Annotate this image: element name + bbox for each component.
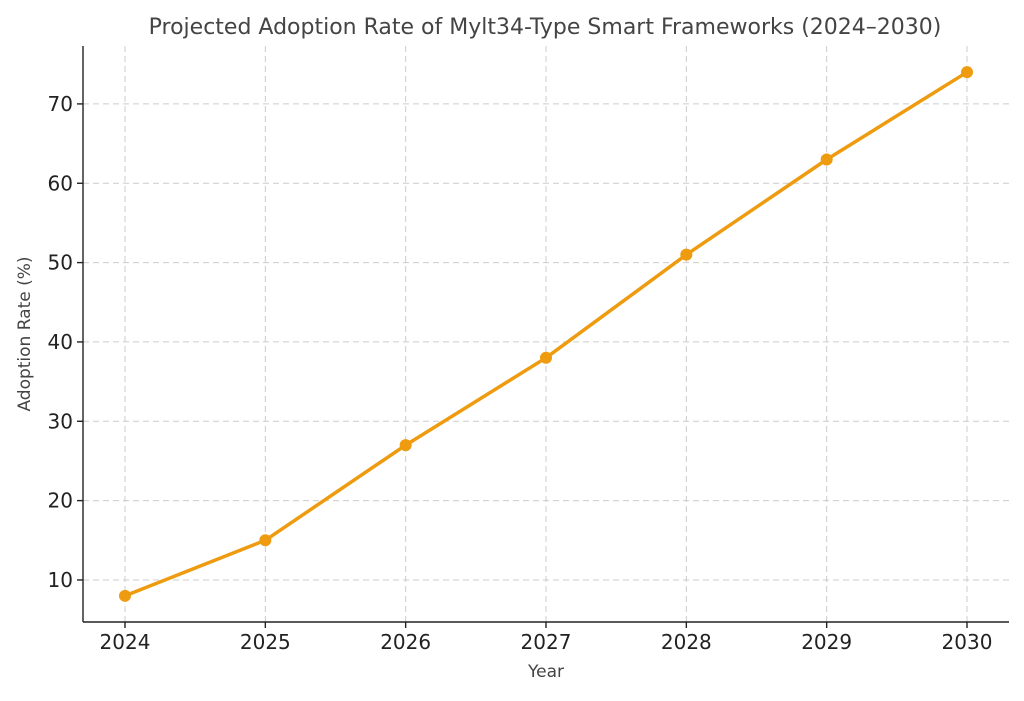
data-point <box>820 153 833 166</box>
axes <box>77 46 1009 628</box>
y-axis-label: Adoption Rate (%) <box>15 256 35 411</box>
x-tick-label: 2027 <box>521 630 572 654</box>
y-tick-label: 10 <box>48 568 73 592</box>
data-point <box>399 439 412 452</box>
x-tick-label: 2026 <box>380 630 431 654</box>
x-tick-label: 2024 <box>100 630 151 654</box>
x-tick-label: 2030 <box>942 630 993 654</box>
y-tick-label: 60 <box>48 171 73 195</box>
grid <box>83 46 1009 622</box>
y-tick-label: 20 <box>48 489 73 513</box>
x-tick-label: 2028 <box>661 630 712 654</box>
y-tick-label: 70 <box>48 92 73 116</box>
data-point <box>259 534 272 547</box>
data-point <box>540 351 552 364</box>
y-tick-label: 40 <box>48 330 73 354</box>
data-point <box>119 589 131 602</box>
tick-labels: 2024 2025 2026 2027 2028 2029 2030102030405060… <box>48 92 993 654</box>
chart-title: Projected Adoption Rate of Mylt34-Type S… <box>149 15 942 40</box>
y-tick-label: 30 <box>48 409 73 433</box>
data-point <box>961 66 973 79</box>
y-tick-label: 50 <box>48 251 73 275</box>
data-point <box>680 248 693 261</box>
x-tick-label: 2025 <box>240 630 291 654</box>
series <box>119 66 973 602</box>
x-tick-label: 2029 <box>801 630 852 654</box>
x-axis-label: Year <box>527 662 564 682</box>
